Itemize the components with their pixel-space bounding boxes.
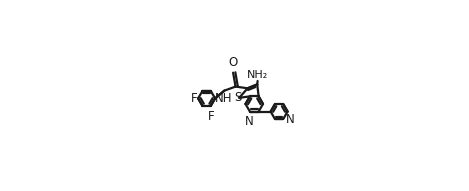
Text: O: O (228, 56, 238, 69)
Text: F: F (191, 92, 198, 105)
Text: NH: NH (215, 92, 232, 105)
Text: NH₂: NH₂ (247, 70, 268, 80)
Text: N: N (286, 113, 295, 126)
Text: N: N (244, 115, 253, 128)
Text: F: F (208, 110, 215, 123)
Text: S: S (234, 91, 242, 104)
